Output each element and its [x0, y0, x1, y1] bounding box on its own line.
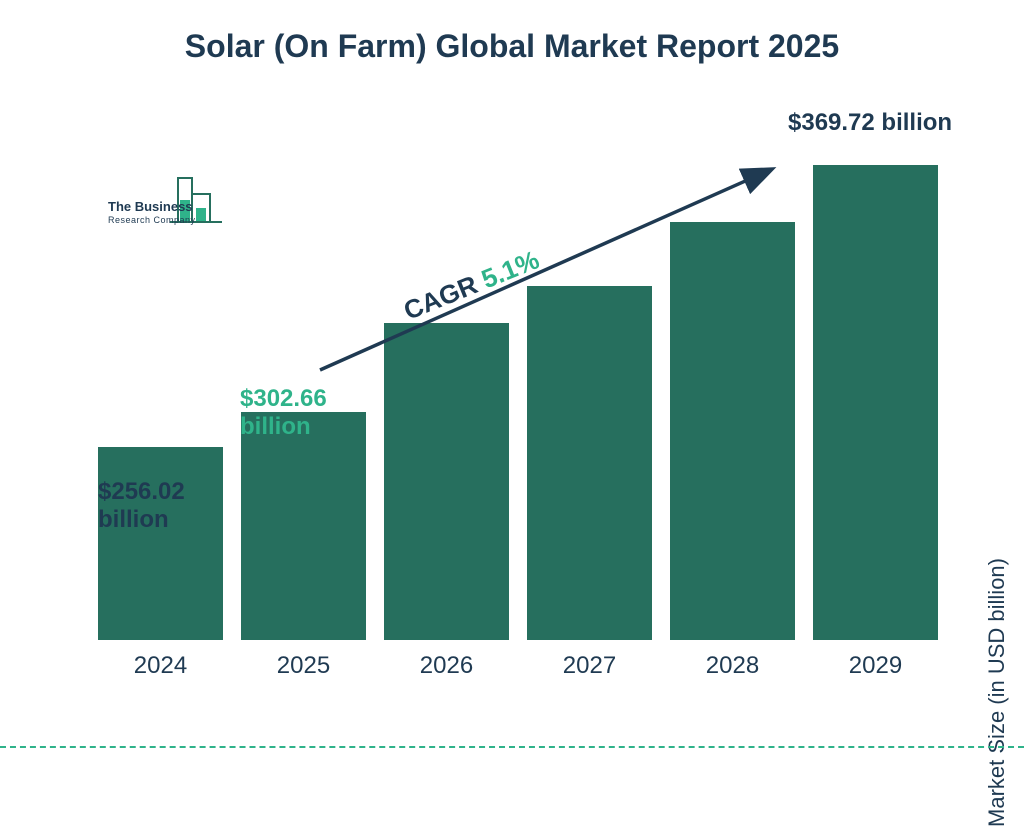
bar-label-2024: $256.02 billion: [98, 478, 238, 533]
bar-slot: [384, 150, 509, 640]
x-tick-label: 2028: [670, 644, 795, 680]
x-axis-labels: 2024 2025 2026 2027 2028 2029: [98, 644, 938, 680]
bar: [98, 447, 223, 640]
x-tick-label: 2029: [813, 644, 938, 680]
chart-title: Solar (On Farm) Global Market Report 202…: [0, 28, 1024, 65]
bottom-divider: [0, 746, 1024, 748]
x-tick-label: 2025: [241, 644, 366, 680]
bar: [241, 412, 366, 640]
bar-slot: [527, 150, 652, 640]
bar: [670, 222, 795, 640]
bar: [384, 323, 509, 640]
bar: [813, 165, 938, 640]
x-tick-label: 2024: [98, 644, 223, 680]
bar-slot: [813, 150, 938, 640]
x-tick-label: 2027: [527, 644, 652, 680]
x-tick-label: 2026: [384, 644, 509, 680]
bar-slot: [670, 150, 795, 640]
bar-label-2029: $369.72 billion: [788, 109, 988, 137]
y-axis-label: Market Size (in USD billion): [984, 558, 1010, 827]
bar: [527, 286, 652, 640]
chart-area: 2024 2025 2026 2027 2028 2029: [98, 150, 938, 680]
bars-container: [98, 150, 938, 640]
bar-label-2025: $302.66 billion: [240, 385, 380, 440]
title-text: Solar (On Farm) Global Market Report 202…: [185, 28, 839, 64]
bar-slot: [98, 150, 223, 640]
